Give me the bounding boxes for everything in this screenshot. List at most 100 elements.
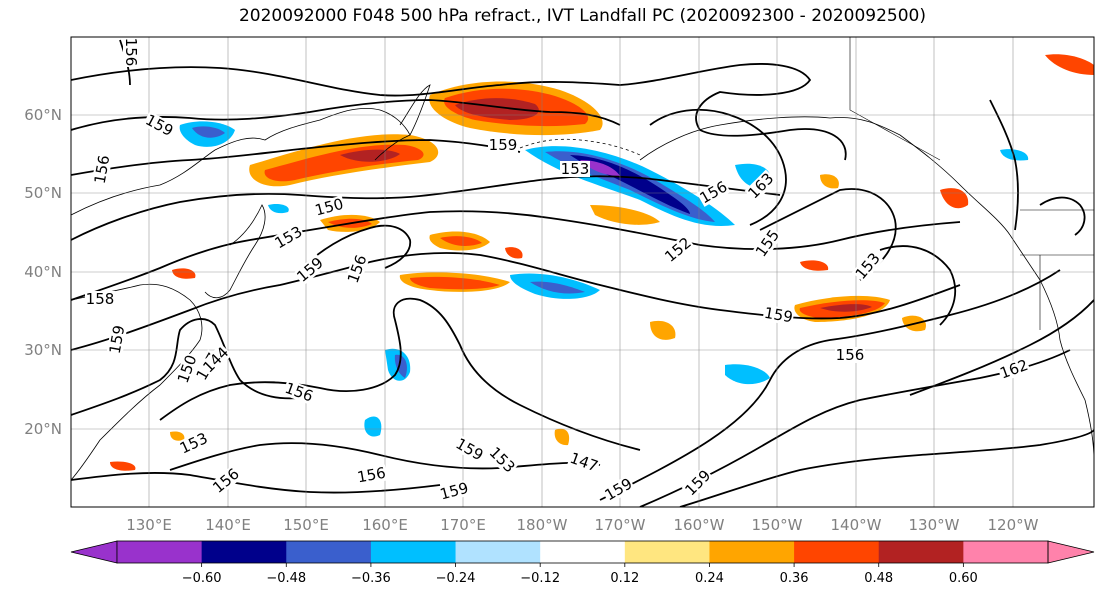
coastline-asia	[71, 107, 411, 216]
positive-anomaly-blob	[110, 461, 136, 471]
positive-anomaly-blob	[172, 268, 196, 279]
contour-line	[71, 472, 441, 494]
colorbar-segment	[624, 541, 710, 563]
colorbar-segment	[709, 541, 795, 563]
contour-label: 159	[106, 324, 129, 355]
contour-line	[599, 269, 1061, 501]
contour-label: 156	[122, 38, 140, 67]
colorbar-tick-label: 0.12	[610, 571, 639, 586]
contour-label: 158	[86, 290, 115, 308]
aleutian-islands	[519, 138, 641, 156]
colorbar-segment	[963, 541, 1049, 563]
lon-label: 160°W	[674, 516, 725, 530]
positive-anomaly-blob	[1045, 54, 1094, 75]
colorbar-segment	[201, 541, 287, 563]
contour-line	[71, 63, 847, 161]
colorbar-extend-high	[1047, 540, 1095, 564]
colorbar-tick-label: 0.60	[949, 571, 978, 586]
contour-label-background	[293, 253, 327, 286]
contour-label-background	[85, 291, 115, 307]
lon-label: 180°W	[517, 516, 568, 530]
contour-line	[159, 297, 641, 451]
contour-label-background	[282, 379, 316, 405]
contour-label-background	[560, 161, 590, 177]
colorbar-tick-label: −0.24	[436, 571, 476, 586]
coastline-north-america-west	[1009, 234, 1094, 461]
lon-label: 120°W	[988, 516, 1039, 530]
contour-label-background	[488, 137, 518, 153]
coastline-kamchatka	[399, 84, 431, 136]
positive-anomaly-blob	[554, 428, 570, 446]
contour-label-background	[355, 464, 388, 486]
colorbar-tick-label: −0.48	[266, 571, 306, 586]
lon-label: 140°W	[831, 516, 882, 530]
contour-line	[71, 99, 621, 131]
contour-label-background	[199, 343, 233, 377]
contour-label-background	[752, 226, 783, 261]
negative-anomaly-core	[394, 354, 407, 378]
contour-label-background	[452, 434, 487, 464]
contour-line	[299, 224, 412, 271]
colorbar-frame	[116, 540, 1049, 564]
contour-label-background	[344, 252, 370, 286]
contour-line	[909, 299, 1094, 396]
coastline-japan	[204, 204, 266, 299]
contour-label-background	[91, 153, 113, 186]
contour-line	[169, 442, 601, 471]
contour-label-background	[271, 222, 306, 252]
contour-label-background	[142, 111, 177, 140]
lon-label: 160°E	[362, 516, 408, 530]
colorbar-extend-low	[70, 540, 118, 564]
contour-label-background	[696, 177, 731, 207]
positive-anomaly-blob	[505, 247, 523, 259]
coastline-korea-china	[71, 283, 203, 481]
negative-anomaly-blob	[364, 416, 382, 437]
contour-label-background	[835, 347, 865, 363]
lat-label: 20°N	[24, 420, 62, 438]
contour-label-background	[851, 249, 884, 283]
graticule	[71, 37, 1094, 507]
contour-line	[649, 108, 787, 226]
contour-line	[71, 252, 961, 351]
contour-label-background	[661, 233, 695, 266]
contour-line	[71, 139, 521, 176]
colorbar-segment	[540, 541, 626, 563]
colorbar-segments	[70, 540, 1095, 564]
positive-anomaly-blob	[800, 260, 829, 271]
lat-label: 30°N	[24, 341, 62, 359]
colorbar-tick-label: 0.36	[780, 571, 809, 586]
contour-label-background	[762, 304, 795, 326]
coastlines	[71, 37, 1094, 481]
colorbar-segment	[794, 541, 880, 563]
negative-anomaly-core	[530, 281, 585, 294]
contour-line	[71, 175, 781, 241]
map-title: 2020092000 F048 500 hPa refract., IVT La…	[238, 6, 926, 26]
contour-label-background	[174, 352, 200, 386]
colorbar-segment	[370, 541, 457, 563]
longitude-labels: 130°E 140°E 150°E 160°E 170°E 180°W 170°…	[126, 516, 1038, 530]
contour-line	[879, 245, 957, 326]
colorbar-tick-label: −0.60	[182, 571, 222, 586]
contour-line	[679, 429, 1094, 507]
positive-anomaly-blob	[820, 174, 839, 189]
positive-anomaly-peak	[820, 304, 872, 312]
contour-label: 156	[356, 464, 387, 487]
contour-label-background	[437, 479, 471, 503]
colorbar-segment	[455, 541, 541, 563]
contour-label-background	[601, 474, 636, 504]
contour-label-background	[997, 356, 1031, 382]
contour-line	[759, 188, 897, 281]
contour-label: 156	[91, 154, 114, 185]
lon-label: 170°W	[595, 516, 646, 530]
positive-anomaly-core	[440, 236, 482, 246]
contour-label-background	[312, 195, 346, 219]
lat-label: 40°N	[24, 263, 62, 281]
contour-label-background	[106, 323, 128, 356]
colorbar-segment	[117, 541, 203, 563]
contour-label-background	[744, 169, 778, 203]
contour-label-background	[485, 443, 519, 477]
contour-label: 159	[489, 136, 518, 154]
lon-label: 150°E	[283, 516, 329, 530]
contour-line	[989, 99, 1019, 231]
